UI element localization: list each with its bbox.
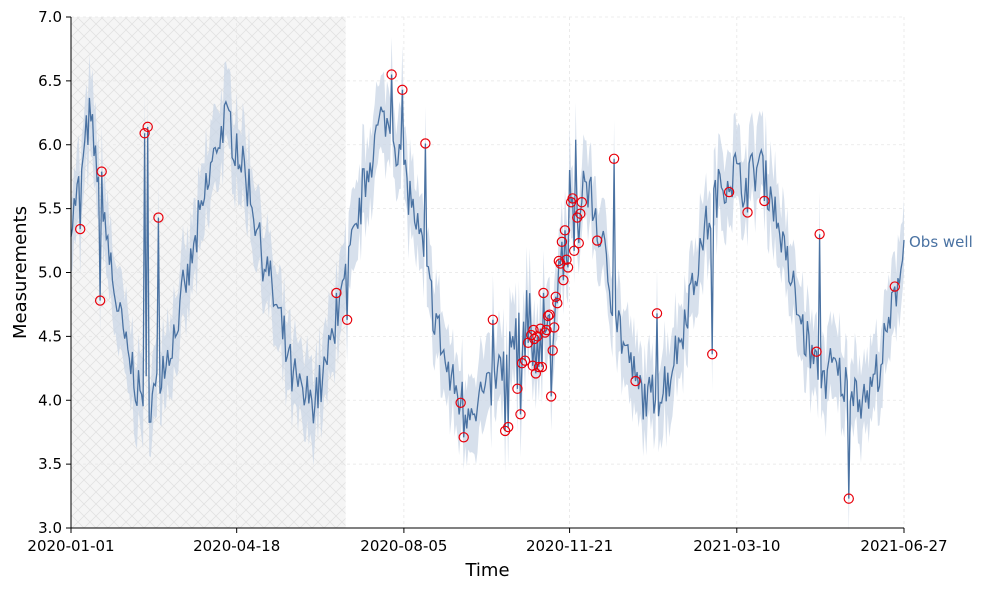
anomaly-point [331,287,342,299]
anomaly-point [516,358,528,369]
y-tick-label: 7.0 [38,8,62,26]
anomaly-point [94,295,106,306]
anomaly-point [559,225,571,236]
x-tick-label: 2021-03-10 [693,537,780,555]
anomaly-point [503,421,514,433]
anomaly-point [811,346,822,357]
anomaly-point [547,345,558,356]
anomaly-markers [75,69,900,504]
anomaly-point [512,383,523,394]
anomaly-point [723,186,735,198]
anomaly-point [759,195,770,207]
anomaly-point [576,197,588,208]
x-tick-label: 2020-04-18 [193,537,280,555]
anomaly-point [96,166,107,177]
y-tick-label: 3.0 [38,519,62,537]
anomaly-point [455,397,466,409]
anomaly-point [529,333,540,345]
anomaly-point [541,324,552,336]
anomaly-point [630,375,641,387]
anomaly-point [139,128,150,139]
anomaly-point [142,121,153,133]
anomaly-point [889,281,900,292]
anomaly-point [386,69,397,80]
series-label-obs-well: Obs well [909,233,973,251]
x-tick-label: 2020-08-05 [360,537,447,555]
anomaly-point [567,193,578,204]
x-tick-label: 2021-06-27 [860,537,947,555]
y-axis-label: Measurements [10,206,31,339]
anomaly-point [814,228,825,240]
anomaly-point [538,287,549,299]
anomaly-point [575,208,586,219]
anomaly-point [562,262,574,273]
anomaly-point [742,207,753,218]
anomaly-point [573,237,584,249]
y-tick-label: 4.5 [38,327,62,345]
anomaly-point [556,236,568,248]
anomaly-point [530,368,542,379]
x-tick-label: 2020-11-21 [526,537,613,555]
anomaly-point [153,212,164,223]
anomaly-point [549,322,560,333]
y-tick-label: 3.5 [38,455,62,473]
y-tick-label: 6.5 [38,72,62,90]
anomaly-point [568,245,580,256]
anomaly-point [420,138,431,149]
anomaly-point [341,314,353,325]
anomaly-point [591,235,603,246]
y-tick-label: 6.0 [38,136,62,154]
y-tick-label: 4.0 [38,391,62,409]
anomaly-point [539,327,551,338]
anomaly-point [533,361,545,373]
tick-labels: 3.0 3.5 4.0 4.5 5.0 5.5 6.0 6.5 7.0 2020-01-01 202… [27,8,947,555]
y-tick-label: 5.5 [38,200,62,218]
anomaly-point [707,349,718,360]
anomaly-point [458,432,469,443]
anomaly-point [553,255,565,267]
anomaly-point [487,314,499,325]
anomaly-point [536,361,548,373]
series-line [70,74,905,499]
anomaly-point [608,153,620,165]
anomaly-point [843,493,854,504]
x-axis-label: Time [464,560,509,581]
obs-well-line [70,74,905,499]
anomaly-point [542,310,554,322]
anomaly-point [552,297,563,309]
anomaly-point [75,223,86,235]
anomaly-point [519,355,531,366]
x-tick-label: 2020-01-01 [27,537,114,555]
anomaly-point [558,274,569,286]
anomaly-point [550,291,561,302]
anomaly-point [545,391,557,402]
anomaly-point [544,309,555,320]
y-tick-label: 5.0 [38,264,62,282]
anomaly-point [397,84,408,96]
anomaly-point [651,308,663,319]
anomaly-point [561,254,572,265]
anomaly-point [515,409,526,420]
